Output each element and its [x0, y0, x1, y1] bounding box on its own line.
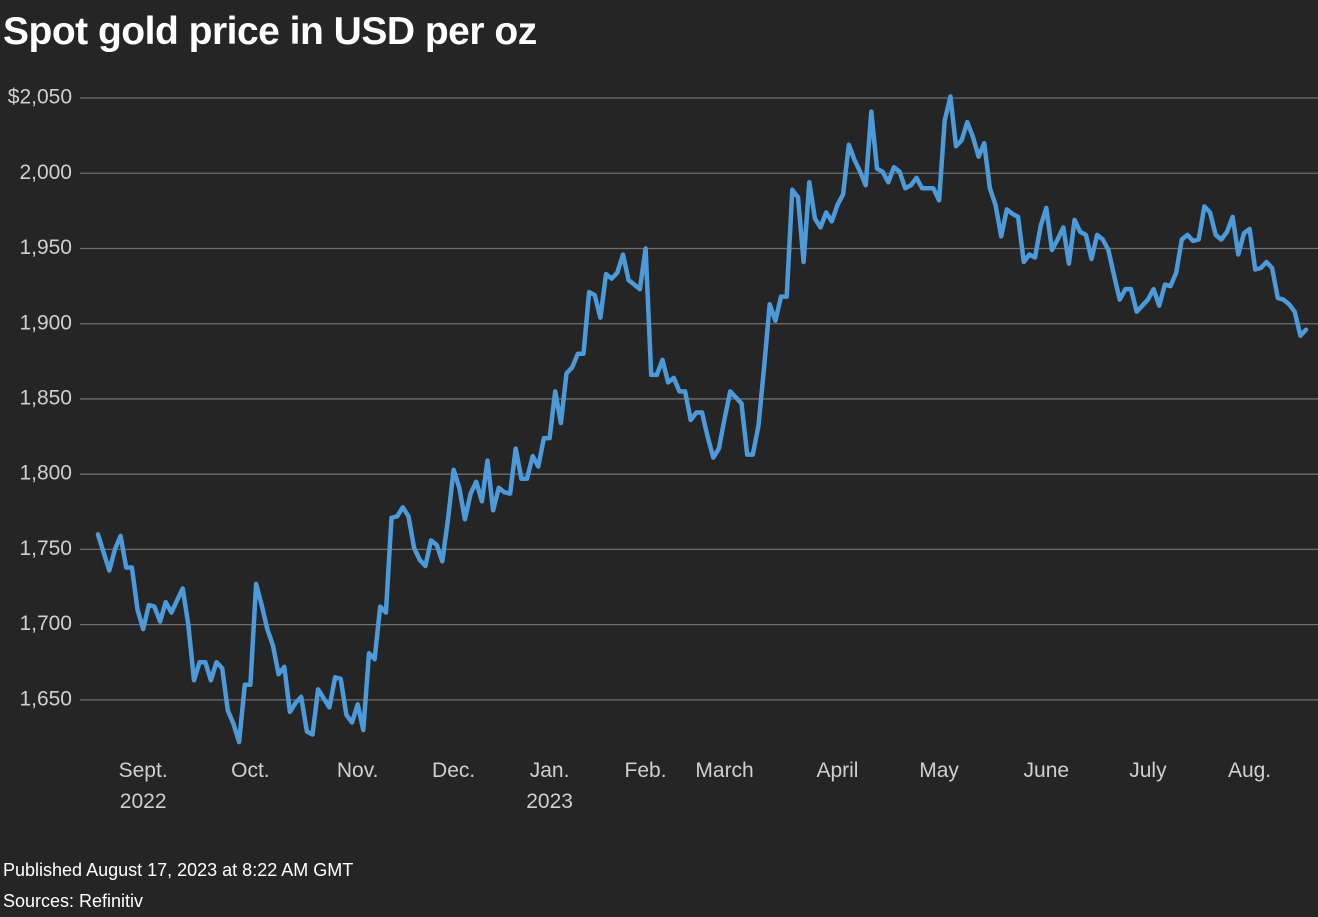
y-tick-label: 1,750	[19, 537, 72, 560]
x-tick-label: July	[1129, 759, 1167, 782]
y-tick-label: 1,650	[19, 687, 72, 710]
y-tick-label: $2,050	[8, 86, 72, 109]
x-tick-label: Dec.	[432, 759, 476, 782]
y-tick-label: 2,000	[19, 161, 72, 184]
x-tick-label: Jan. 2023	[526, 759, 573, 813]
x-tick-label: May	[919, 759, 959, 782]
source-note: Sources: Refinitiv	[3, 891, 144, 911]
y-tick-label: 1,950	[19, 236, 72, 259]
x-tick-label: Aug.	[1227, 759, 1272, 782]
chart-title: Spot gold price in USD per oz	[3, 10, 537, 53]
y-tick-label: 1,850	[19, 386, 72, 409]
y-tick-label: 1,800	[19, 462, 72, 485]
x-tick-label: March	[695, 759, 754, 782]
x-tick-label: Feb.	[624, 759, 667, 782]
x-tick-label: June	[1023, 759, 1070, 782]
y-tick-label: 1,700	[19, 612, 72, 635]
y-tick-label: 1,900	[19, 311, 72, 334]
x-tick-label: Sept. 2022	[118, 759, 168, 813]
price-line	[95, 94, 1309, 745]
x-tick-label: Nov.	[336, 759, 379, 782]
x-tick-label: April	[816, 759, 859, 782]
published-note: Published August 17, 2023 at 8:22 AM GMT	[3, 860, 354, 880]
x-tick-label: Oct.	[231, 759, 270, 782]
